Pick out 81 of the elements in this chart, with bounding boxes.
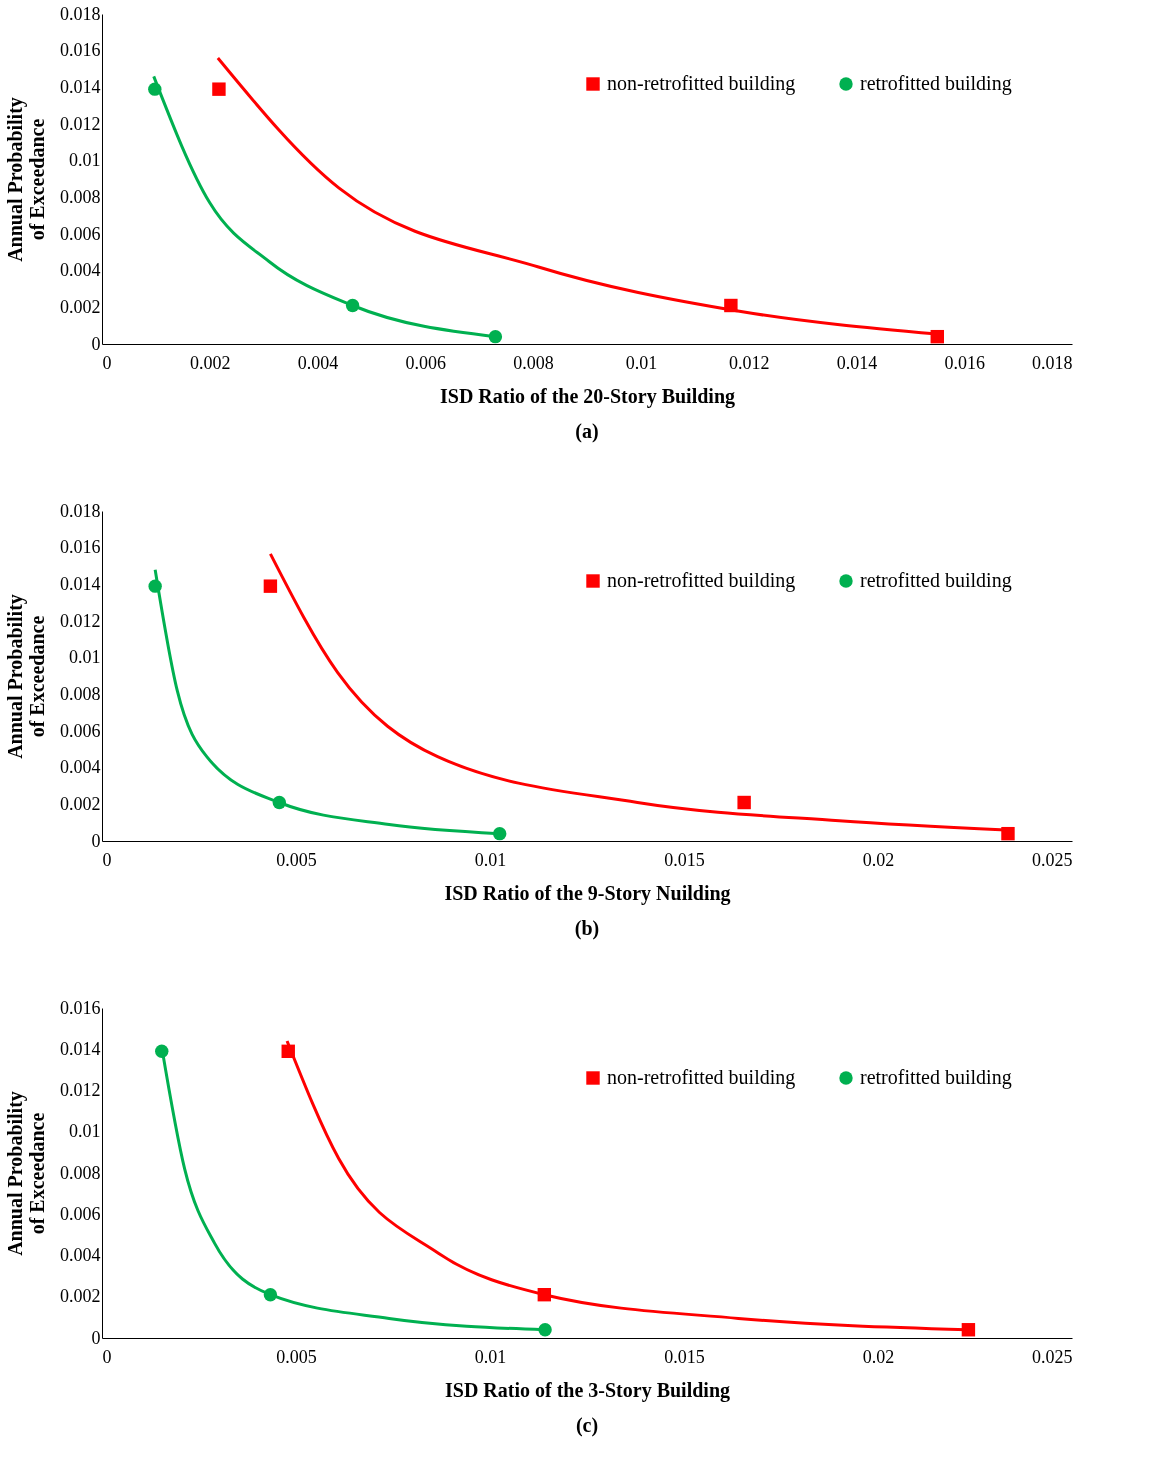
point bbox=[155, 1044, 169, 1059]
y-tick-label: 0.006 bbox=[60, 720, 101, 741]
point bbox=[538, 1323, 552, 1337]
y-tick-label: 0.004 bbox=[60, 260, 101, 281]
y-tick-label: 0.002 bbox=[60, 296, 101, 317]
legend-label: retrofitted building bbox=[860, 72, 1012, 95]
point bbox=[961, 1323, 976, 1337]
x-tick-label: 0.01 bbox=[474, 849, 507, 870]
y-tick-label: 0.002 bbox=[60, 793, 101, 814]
x-tick-label: 0.025 bbox=[1032, 1346, 1073, 1367]
x-tick-label: 0.015 bbox=[664, 849, 705, 870]
x-tick-label: 0.014 bbox=[836, 352, 878, 373]
y-tick-label: 0.008 bbox=[60, 683, 101, 704]
y-tick-label: 0.01 bbox=[69, 150, 101, 171]
x-tick-label: 0.008 bbox=[513, 352, 554, 373]
x-axis-title: ISD Ratio of the 3-Story Building bbox=[444, 1378, 731, 1402]
y-tick-label: 0 bbox=[91, 1327, 101, 1348]
x-tick-label: 0.025 bbox=[1032, 849, 1073, 870]
y-axis-title: Annual Probability of Exceedance bbox=[4, 594, 48, 759]
y-tick-label: 0.016 bbox=[60, 40, 101, 61]
point bbox=[263, 1287, 278, 1302]
point bbox=[724, 298, 738, 313]
x-tick-label: 0.012 bbox=[728, 352, 770, 373]
y-tick-label: 0.01 bbox=[69, 647, 101, 668]
y-tick-label: 0 bbox=[91, 830, 101, 851]
x-tick-label: 0.005 bbox=[276, 849, 317, 870]
legend-label: non-retrofitted building bbox=[607, 569, 796, 592]
point bbox=[492, 826, 507, 841]
y-tick-label: 0.018 bbox=[60, 3, 101, 24]
y-axis-title: Annual Probability of Exceedance bbox=[4, 1091, 48, 1256]
y-tick-label: 0.016 bbox=[60, 997, 101, 1018]
x-axis-title: ISD Ratio of the 20-Story Building bbox=[439, 384, 736, 408]
point bbox=[345, 298, 360, 313]
x-tick-label: 0.016 bbox=[944, 352, 985, 373]
y-tick-label: 0.002 bbox=[60, 1286, 101, 1307]
x-tick-label: 0.018 bbox=[1032, 352, 1073, 373]
legend-label: retrofitted building bbox=[860, 1066, 1012, 1089]
y-tick-label: 0.008 bbox=[60, 186, 101, 207]
x-tick-label: 0.015 bbox=[664, 1346, 705, 1367]
x-tick-label: 0.006 bbox=[405, 352, 447, 373]
text: (a) bbox=[575, 420, 599, 443]
x-tick-label: 0.005 bbox=[276, 1346, 317, 1367]
point bbox=[148, 82, 162, 96]
y-tick-label: 0.008 bbox=[60, 1162, 101, 1183]
point bbox=[737, 795, 751, 810]
x-tick-label: 0.004 bbox=[297, 352, 339, 373]
point bbox=[212, 82, 226, 96]
point bbox=[148, 579, 162, 593]
x-tick-label: 0.02 bbox=[862, 1346, 895, 1367]
point bbox=[263, 579, 278, 593]
point bbox=[488, 329, 503, 344]
y-tick-label: 0.006 bbox=[60, 1203, 101, 1224]
point bbox=[930, 329, 944, 344]
y-tick-label: 0.004 bbox=[60, 1245, 101, 1265]
text: (b) bbox=[574, 917, 600, 940]
x-tick-label: 0.01 bbox=[625, 352, 658, 373]
point bbox=[1001, 826, 1015, 841]
x-tick-label: 0.01 bbox=[474, 1346, 507, 1367]
y-tick-label: 0.014 bbox=[60, 573, 101, 594]
x-tick-label: 0.002 bbox=[190, 352, 231, 373]
y-tick-label: 0.004 bbox=[60, 757, 101, 778]
legend-label: retrofitted building bbox=[860, 569, 1012, 592]
legend-label: non-retrofitted building bbox=[607, 72, 796, 95]
y-axis-title: Annual Probability of Exceedance bbox=[4, 97, 48, 262]
y-tick-label: 0.018 bbox=[60, 500, 101, 521]
y-tick-label: 0.014 bbox=[60, 76, 101, 97]
point bbox=[281, 1044, 295, 1059]
point bbox=[272, 795, 287, 810]
y-tick-label: 0.012 bbox=[60, 113, 101, 134]
y-tick-label: 0.012 bbox=[60, 610, 101, 631]
y-tick-label: 0 bbox=[91, 333, 101, 354]
legend-label: non-retrofitted building bbox=[607, 1066, 796, 1089]
y-tick-label: 0.014 bbox=[60, 1038, 101, 1059]
y-tick-label: 0.016 bbox=[60, 537, 101, 558]
x-axis-title: ISD Ratio of the 9-Story Nuilding bbox=[444, 881, 731, 905]
y-tick-label: 0.012 bbox=[60, 1080, 101, 1100]
y-tick-label: 0.006 bbox=[60, 223, 101, 244]
text: (c) bbox=[575, 1414, 599, 1437]
x-tick-label: 0.02 bbox=[862, 849, 895, 870]
point bbox=[537, 1287, 552, 1302]
y-tick-label: 0.01 bbox=[69, 1121, 101, 1142]
